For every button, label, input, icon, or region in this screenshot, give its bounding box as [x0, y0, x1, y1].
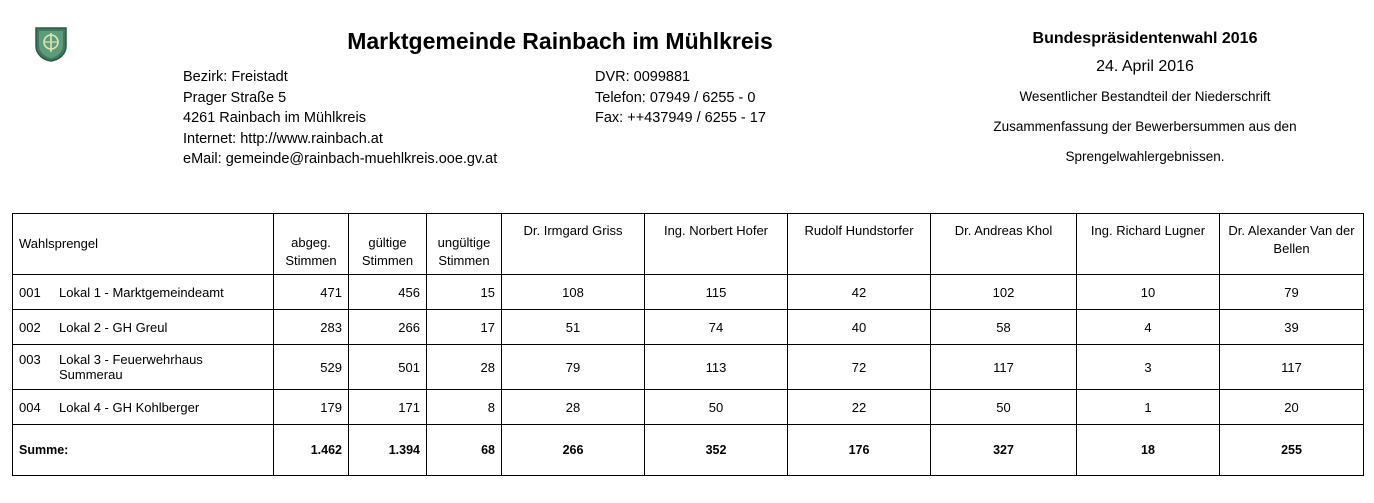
vote-cell: 50 [644, 389, 788, 425]
address-line: Prager Straße 5 [183, 89, 287, 106]
vote-cell: 108 [501, 274, 645, 310]
vote-cell: 115 [644, 274, 788, 310]
abgeg-cell: 179 [273, 389, 349, 425]
vote-cell: 51 [501, 309, 645, 345]
address-line: 4261 Rainbach im Mühlkreis [183, 110, 366, 126]
column-header-ungueltige: ungültige Stimmen [426, 213, 502, 275]
vote-cell: 4 [1076, 309, 1220, 345]
gueltige-cell: 501 [348, 344, 427, 390]
sprengel-number: 004 [19, 399, 41, 415]
vote-cell: 28 [501, 389, 645, 425]
vote-cell: 10 [1076, 274, 1220, 310]
abgeg-cell: 283 [273, 309, 349, 345]
sprengel-cell: 002 Lokal 2 - GH Greul [12, 309, 274, 345]
sprengel-cell: 004 Lokal 4 - GH Kohlberger [12, 389, 274, 425]
sum-vote: 176 [787, 424, 931, 476]
sprengel-cell: 003 Lokal 3 - Feuerwehrhaus Summerau [12, 344, 274, 390]
column-header-gueltige: gültige Stimmen [348, 213, 427, 275]
ungueltige-cell: 28 [426, 344, 502, 390]
sum-vote: 266 [501, 424, 645, 476]
table-row: 001 Lokal 1 - Marktgemeindeamt 471 456 15… [12, 274, 1364, 310]
sum-label: Summe: [12, 424, 274, 476]
gueltige-cell: 266 [348, 309, 427, 345]
election-note: Sprengelwahlergebnissen. [1065, 149, 1225, 164]
table-header-row: Wahlsprengel abgeg. Stimmen gültige Stim… [12, 213, 1364, 275]
column-header-candidate: Ing. Richard Lugner [1076, 213, 1220, 275]
column-header-candidate: Rudolf Hundstorfer [787, 213, 931, 275]
column-header-sprengel: Wahlsprengel [12, 213, 274, 275]
contact-line: Fax: ++437949 / 6255 - 17 [595, 110, 766, 126]
table-row: 004 Lokal 4 - GH Kohlberger 179 171 8 28 … [12, 389, 1364, 425]
column-header-candidate: Dr. Alexander Van der Bellen [1219, 213, 1364, 275]
sum-vote: 18 [1076, 424, 1220, 476]
municipal-crest-icon [35, 27, 67, 62]
election-title: Bundespräsidentenwahl 2016 [1032, 30, 1258, 47]
column-header-abgeg: abgeg. Stimmen [273, 213, 349, 275]
column-header-candidate: Dr. Irmgard Griss [501, 213, 645, 275]
sum-vote: 352 [644, 424, 788, 476]
vote-cell: 117 [930, 344, 1077, 390]
election-note: Zusammenfassung der Bewerbersummen aus d… [993, 119, 1297, 134]
vote-cell: 39 [1219, 309, 1364, 345]
vote-cell: 79 [1219, 274, 1364, 310]
column-header-candidate: Dr. Andreas Khol [930, 213, 1077, 275]
vote-cell: 40 [787, 309, 931, 345]
contact-line: DVR: 0099881 [595, 69, 691, 85]
vote-cell: 22 [787, 389, 931, 425]
vote-cell: 58 [930, 309, 1077, 345]
contact-block: DVR: 0099881 Telefon: 07949 / 6255 - 0 F… [595, 67, 766, 129]
sprengel-number: 003 [19, 352, 41, 367]
results-table: Wahlsprengel abgeg. Stimmen gültige Stim… [12, 213, 1364, 476]
sprengel-name: Lokal 4 - GH Kohlberger [59, 399, 200, 415]
sum-ungueltige: 68 [426, 424, 502, 476]
ungueltige-cell: 15 [426, 274, 502, 310]
column-header-candidate: Ing. Norbert Hofer [644, 213, 788, 275]
address-line: eMail: gemeinde@rainbach-muehlkreis.ooe.… [183, 151, 498, 167]
sum-abgeg: 1.462 [273, 424, 349, 476]
election-note: Wesentlicher Bestandteil der Niederschri… [1019, 89, 1271, 104]
sprengel-number: 001 [19, 284, 41, 300]
abgeg-cell: 529 [273, 344, 349, 390]
sprengel-number: 002 [19, 319, 41, 335]
vote-cell: 102 [930, 274, 1077, 310]
address-line: Bezirk: Freistadt [183, 69, 288, 85]
sprengel-name: Lokal 3 - Feuerwehrhaus Summerau [59, 352, 203, 382]
vote-cell: 72 [787, 344, 931, 390]
vote-cell: 50 [930, 389, 1077, 425]
vote-cell: 113 [644, 344, 788, 390]
vote-cell: 79 [501, 344, 645, 390]
sum-vote: 327 [930, 424, 1077, 476]
ungueltige-cell: 8 [426, 389, 502, 425]
sprengel-cell: 001 Lokal 1 - Marktgemeindeamt [12, 274, 274, 310]
ungueltige-cell: 17 [426, 309, 502, 345]
address-block: Bezirk: Freistadt Prager Straße 5 4261 R… [183, 67, 497, 170]
sum-row: Summe: 1.462 1.394 68 266 352 176 327 18… [12, 424, 1364, 476]
election-date: 24. April 2016 [1096, 58, 1194, 75]
vote-cell: 117 [1219, 344, 1364, 390]
table-row: 002 Lokal 2 - GH Greul 283 266 17 51 74 4… [12, 309, 1364, 345]
address-line: Internet: http://www.rainbach.at [183, 130, 383, 147]
abgeg-cell: 471 [273, 274, 349, 310]
vote-cell: 1 [1076, 389, 1220, 425]
gueltige-cell: 171 [348, 389, 427, 425]
sum-gueltige: 1.394 [348, 424, 427, 476]
vote-cell: 3 [1076, 344, 1220, 390]
sprengel-name: Lokal 1 - Marktgemeindeamt [59, 284, 224, 300]
vote-cell: 74 [644, 309, 788, 345]
vote-cell: 42 [787, 274, 931, 310]
table-row: 003 Lokal 3 - Feuerwehrhaus Summerau 529 … [12, 344, 1364, 390]
sum-vote: 255 [1219, 424, 1364, 476]
gueltige-cell: 456 [348, 274, 427, 310]
election-info: Bundespräsidentenwahl 2016 24. April 201… [960, 30, 1330, 176]
sprengel-name: Lokal 2 - GH Greul [59, 319, 168, 335]
municipality-title: Marktgemeinde Rainbach im Mühlkreis [347, 28, 773, 54]
vote-cell: 20 [1219, 389, 1364, 425]
contact-line: Telefon: 07949 / 6255 - 0 [595, 89, 756, 106]
